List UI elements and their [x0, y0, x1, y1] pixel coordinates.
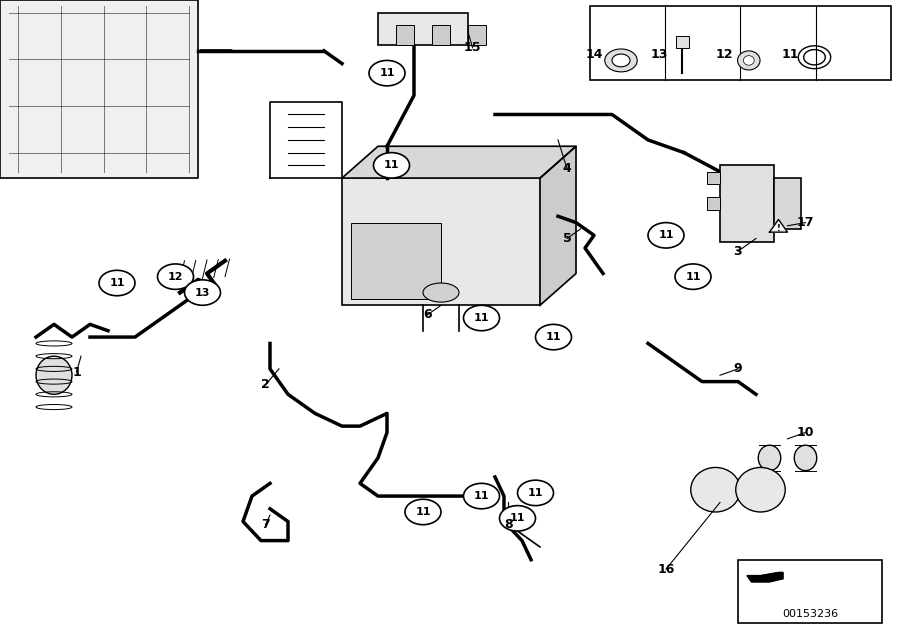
Circle shape: [405, 499, 441, 525]
Text: 11: 11: [658, 230, 674, 240]
Bar: [676, 36, 689, 48]
Text: 15: 15: [464, 41, 482, 54]
Text: 5: 5: [562, 232, 572, 245]
Text: 14: 14: [585, 48, 603, 60]
Circle shape: [464, 305, 500, 331]
Ellipse shape: [794, 445, 817, 471]
Ellipse shape: [743, 55, 754, 66]
Bar: [706, 172, 720, 184]
Circle shape: [675, 264, 711, 289]
Bar: [378, 13, 468, 45]
Text: 11: 11: [383, 160, 400, 170]
Bar: [738, 560, 882, 623]
Ellipse shape: [423, 283, 459, 302]
Text: 13: 13: [651, 48, 669, 60]
Text: 13: 13: [194, 287, 211, 298]
Text: 11: 11: [545, 332, 562, 342]
Text: 3: 3: [734, 245, 742, 258]
Ellipse shape: [737, 51, 760, 70]
Circle shape: [500, 506, 536, 531]
Text: 4: 4: [562, 162, 572, 175]
Text: !: !: [777, 224, 780, 233]
Text: 10: 10: [796, 426, 814, 439]
Bar: [432, 25, 450, 45]
Bar: [590, 6, 891, 80]
Polygon shape: [540, 146, 576, 305]
Text: 7: 7: [261, 518, 270, 531]
Polygon shape: [770, 219, 788, 232]
Text: 11: 11: [685, 272, 701, 282]
Circle shape: [536, 324, 572, 350]
Bar: [351, 223, 441, 299]
Circle shape: [648, 223, 684, 248]
Bar: [468, 25, 486, 45]
Text: 9: 9: [734, 363, 742, 375]
Text: 12: 12: [716, 48, 733, 60]
Bar: [396, 25, 414, 45]
Circle shape: [158, 264, 194, 289]
Bar: [774, 178, 801, 229]
Bar: [720, 165, 774, 242]
Circle shape: [184, 280, 220, 305]
Text: 17: 17: [796, 216, 814, 229]
Polygon shape: [0, 0, 198, 178]
Text: 11: 11: [379, 68, 395, 78]
Ellipse shape: [736, 467, 785, 512]
Bar: [706, 197, 720, 210]
Circle shape: [99, 270, 135, 296]
Text: 8: 8: [504, 518, 513, 531]
Polygon shape: [342, 146, 576, 178]
Text: 11: 11: [781, 48, 799, 60]
Circle shape: [374, 153, 410, 178]
Text: 2: 2: [261, 378, 270, 391]
Text: 11: 11: [473, 491, 490, 501]
Bar: [342, 178, 540, 305]
Text: 11: 11: [109, 278, 125, 288]
Ellipse shape: [691, 467, 740, 512]
Text: 11: 11: [509, 513, 526, 523]
Ellipse shape: [758, 445, 781, 471]
Circle shape: [464, 483, 500, 509]
Text: 12: 12: [167, 272, 184, 282]
Text: 1: 1: [72, 366, 81, 378]
Circle shape: [369, 60, 405, 86]
Text: 00153236: 00153236: [782, 609, 838, 619]
Polygon shape: [747, 572, 783, 582]
Text: 16: 16: [657, 563, 675, 576]
Circle shape: [518, 480, 554, 506]
Ellipse shape: [36, 356, 72, 394]
Text: 11: 11: [527, 488, 544, 498]
Text: 11: 11: [415, 507, 431, 517]
Text: 6: 6: [423, 308, 432, 321]
Text: 11: 11: [473, 313, 490, 323]
